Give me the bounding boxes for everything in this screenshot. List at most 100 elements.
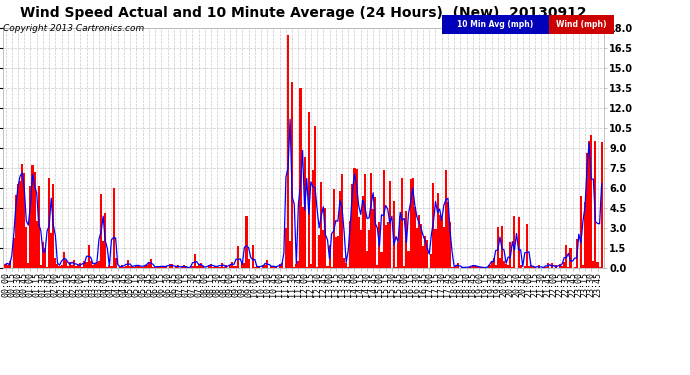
Bar	[50, 233, 52, 268]
Bar	[63, 252, 65, 268]
Bar	[482, 267, 484, 268]
Bar	[44, 248, 46, 268]
Bar	[225, 265, 227, 268]
Bar	[17, 184, 19, 268]
Bar	[310, 264, 312, 268]
Bar	[219, 267, 221, 268]
Bar	[495, 266, 497, 268]
Bar	[497, 227, 499, 268]
Bar	[115, 258, 117, 268]
Bar	[341, 174, 343, 268]
Bar	[462, 267, 464, 268]
Bar	[526, 224, 528, 268]
Bar	[187, 267, 189, 268]
Bar	[77, 265, 79, 268]
Bar	[137, 265, 139, 268]
Bar	[275, 267, 277, 268]
Bar	[399, 216, 401, 268]
Bar	[306, 267, 308, 268]
Bar	[565, 245, 567, 268]
Bar	[133, 267, 135, 268]
Bar	[433, 183, 435, 268]
Bar	[567, 267, 569, 268]
Bar	[9, 261, 11, 268]
Bar	[489, 266, 491, 268]
Bar	[215, 266, 217, 268]
Bar	[273, 266, 275, 268]
Bar	[30, 186, 32, 268]
Bar	[351, 184, 353, 268]
Bar	[596, 262, 598, 268]
Bar	[424, 236, 426, 268]
Bar	[598, 267, 600, 268]
Bar	[150, 259, 152, 268]
Bar	[594, 141, 596, 268]
Bar	[90, 261, 92, 268]
Bar	[382, 170, 384, 268]
Bar	[131, 266, 133, 268]
Bar	[551, 263, 553, 268]
Bar	[343, 258, 345, 268]
Bar	[65, 260, 67, 268]
Bar	[318, 235, 320, 268]
Bar	[337, 236, 339, 268]
Bar	[472, 266, 474, 268]
Bar	[374, 196, 376, 268]
Bar	[509, 242, 511, 268]
Bar	[166, 267, 168, 268]
Bar	[104, 213, 106, 268]
Bar	[92, 265, 94, 268]
Bar	[217, 267, 219, 268]
Bar	[248, 259, 250, 268]
Bar	[21, 164, 23, 268]
Bar	[110, 266, 112, 268]
Bar	[353, 168, 355, 268]
Bar	[316, 267, 318, 268]
Bar	[119, 267, 121, 268]
Bar	[555, 266, 557, 268]
Bar	[193, 255, 195, 268]
Bar	[491, 261, 493, 268]
Bar	[449, 222, 451, 268]
Bar	[349, 222, 351, 268]
Bar	[5, 264, 7, 268]
Bar	[102, 241, 104, 268]
Bar	[26, 227, 28, 268]
Bar	[154, 267, 156, 268]
Bar	[393, 201, 395, 268]
Bar	[582, 265, 584, 268]
Text: Wind (mph): Wind (mph)	[556, 20, 607, 29]
Bar	[333, 189, 335, 268]
Bar	[233, 266, 235, 268]
Bar	[181, 267, 183, 268]
Bar	[468, 267, 470, 268]
Bar	[339, 191, 341, 268]
Bar	[308, 111, 310, 268]
Bar	[372, 209, 374, 268]
Bar	[293, 267, 295, 268]
Bar	[177, 266, 179, 268]
Bar	[129, 267, 131, 268]
Bar	[195, 266, 197, 268]
Bar	[112, 188, 115, 268]
Bar	[586, 153, 588, 268]
Bar	[268, 267, 270, 268]
Bar	[88, 245, 90, 268]
Bar	[397, 243, 399, 268]
Bar	[546, 263, 549, 268]
Bar	[46, 267, 48, 268]
Bar	[542, 267, 544, 268]
Bar	[183, 265, 185, 268]
Bar	[250, 267, 252, 268]
Bar	[108, 265, 110, 268]
Bar	[410, 179, 412, 268]
Bar	[42, 242, 44, 268]
Bar	[289, 242, 291, 268]
Bar	[422, 246, 424, 268]
Bar	[164, 266, 166, 268]
Bar	[67, 266, 69, 268]
Bar	[355, 169, 357, 268]
Bar	[524, 267, 526, 268]
Bar	[158, 266, 160, 268]
Bar	[544, 267, 546, 268]
